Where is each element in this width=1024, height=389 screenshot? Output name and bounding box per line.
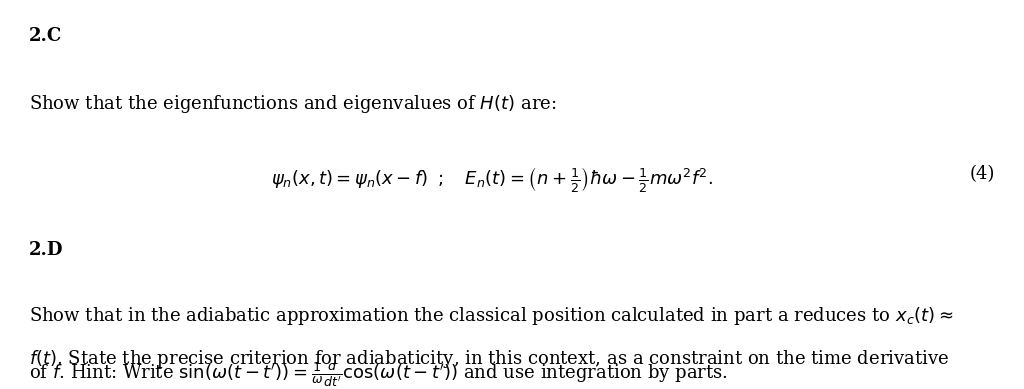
- Text: 2.C: 2.C: [29, 27, 61, 45]
- Text: Show that the eigenfunctions and eigenvalues of $H(t)$ are:: Show that the eigenfunctions and eigenva…: [29, 93, 556, 116]
- Text: of $f$. Hint: Write $\sin\!\left(\omega(t-t')\right) = \frac{1}{\omega}\frac{d}{: of $f$. Hint: Write $\sin\!\left(\omega(…: [29, 359, 728, 389]
- Text: 2.D: 2.D: [29, 241, 63, 259]
- Text: Show that in the adiabatic approximation the classical position calculated in pa: Show that in the adiabatic approximation…: [29, 305, 953, 328]
- Text: $\psi_n(x,t) = \psi_n(x - f)$$\;\;;\quad$$E_n(t) = \left(n + \frac{1}{2}\right)\: $\psi_n(x,t) = \psi_n(x - f)$$\;\;;\quad…: [270, 165, 713, 194]
- Text: $f(t)$. State the precise criterion for adiabaticity, in this context, as a cons: $f(t)$. State the precise criterion for …: [29, 348, 949, 370]
- Text: (4): (4): [970, 165, 995, 183]
